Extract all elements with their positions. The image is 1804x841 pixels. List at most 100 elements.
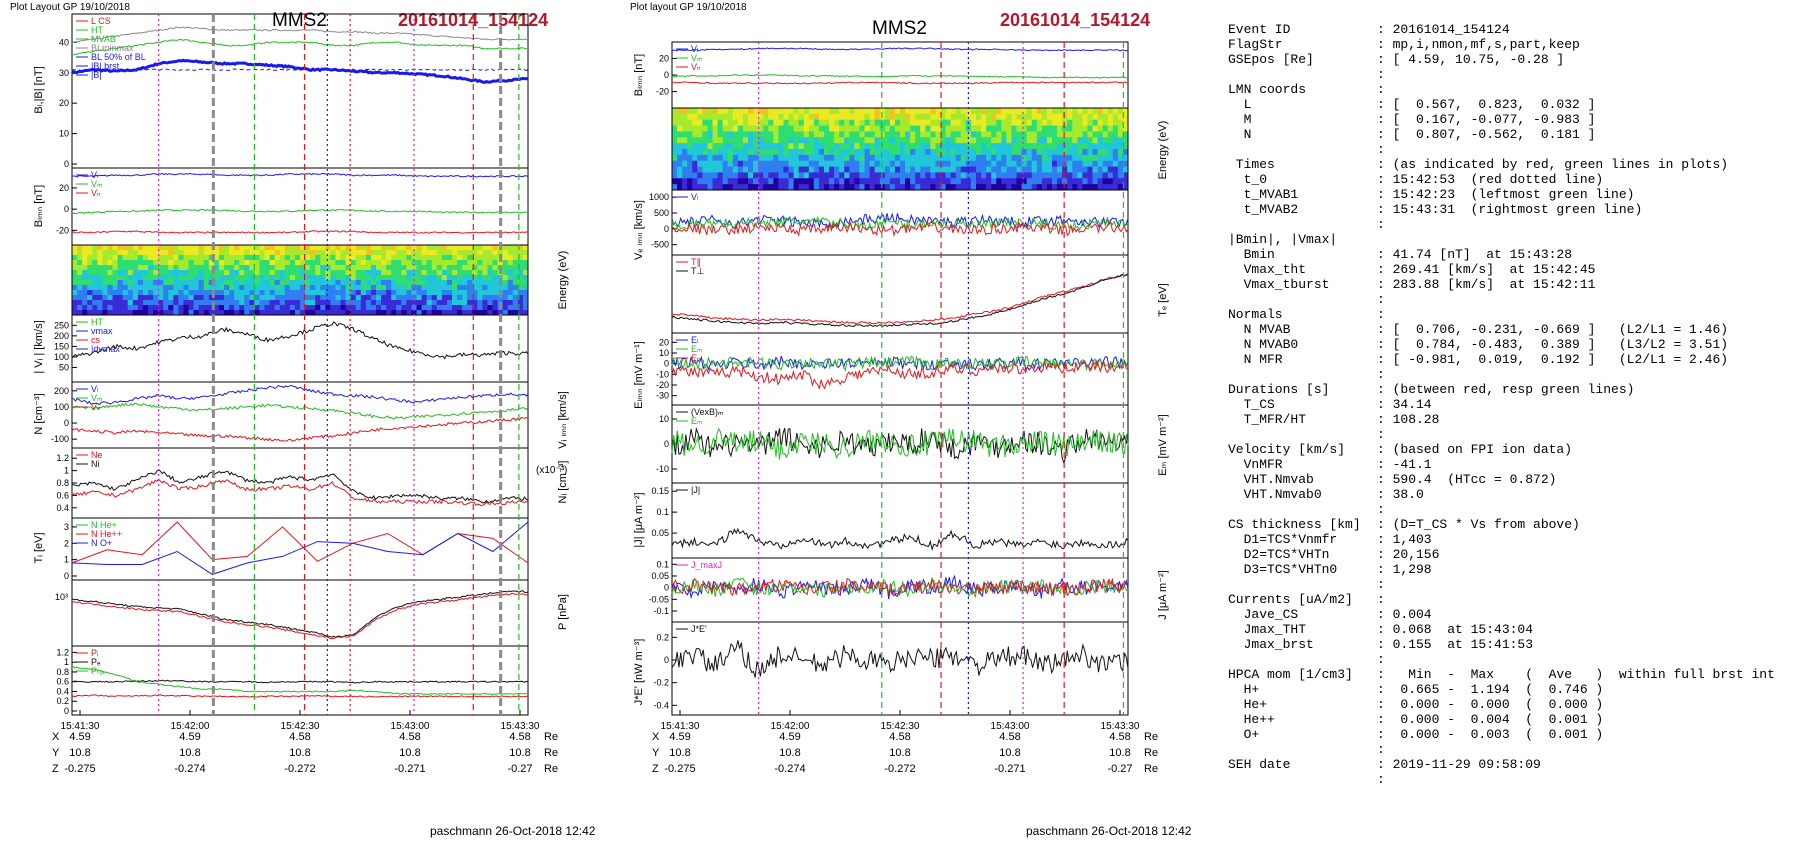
spectrogram-cell <box>849 137 855 144</box>
spectrogram-cell <box>1031 149 1038 156</box>
spectrogram-cell <box>1016 149 1023 156</box>
spectrogram-cell <box>1097 172 1104 179</box>
spectrogram-cell <box>970 131 977 138</box>
spectrogram-cell <box>682 119 688 127</box>
spectrogram-cell <box>737 172 744 179</box>
spectrogram-cell <box>864 178 871 185</box>
spectrogram-cell <box>894 149 901 156</box>
spectrogram-cell <box>737 125 744 132</box>
spectrogram-cell <box>97 295 103 301</box>
spectrogram-cell <box>350 280 357 286</box>
spectrogram-cell <box>457 270 463 276</box>
spectrogram-cell <box>492 245 499 251</box>
spectrogram-cell <box>1107 113 1114 121</box>
spectrogram-cell <box>996 125 1002 132</box>
spectrogram-cell <box>264 255 271 261</box>
spectrogram-cell <box>960 166 967 173</box>
spectrogram-cell <box>492 290 499 296</box>
spectrogram-cell <box>1016 184 1023 191</box>
spectrogram-cell <box>229 300 235 306</box>
spectrogram-cell <box>315 260 321 266</box>
spectrogram-cell <box>381 295 387 301</box>
spectrogram-cell <box>894 172 901 179</box>
spectrogram-cell <box>1097 125 1104 132</box>
spectrogram-cell <box>376 245 382 251</box>
spectrogram-cell <box>310 290 316 296</box>
spectrogram-cell <box>107 305 114 311</box>
spectrogram-cell <box>1026 119 1033 127</box>
spectrogram-cell <box>168 245 174 251</box>
spectrogram-cell <box>697 125 703 132</box>
spectrogram-cell <box>254 285 260 291</box>
spectrogram-cell <box>416 270 423 276</box>
info-line: D1=TCS*Vnmfr: 1,403 <box>1228 532 1775 547</box>
spectrogram-cell <box>502 300 509 306</box>
spectrogram-cell <box>330 270 336 276</box>
spectrogram-cell <box>849 178 855 185</box>
spectrogram-cell <box>289 255 296 261</box>
spectrogram-cell <box>1057 113 1063 121</box>
spectrogram-cell <box>350 265 357 271</box>
spectrogram-cell <box>188 310 195 316</box>
spectrogram-cell <box>697 143 703 150</box>
spectrogram-cell <box>702 119 708 127</box>
spectrogram-cell <box>1026 149 1033 156</box>
y-tick-label: 50 <box>59 362 69 372</box>
spectrogram-cell <box>112 250 119 256</box>
spectrogram-cell <box>137 265 144 271</box>
spectrogram-cell <box>758 113 764 121</box>
spectrogram-cell <box>381 290 387 296</box>
spectrogram-cell <box>82 265 88 271</box>
info-key: FlagStr <box>1228 37 1283 52</box>
spectrogram-cell <box>234 285 240 291</box>
spectrogram-cell <box>808 178 815 185</box>
spectrogram-cell <box>677 178 683 185</box>
spectrogram-cell <box>763 125 769 132</box>
spectrogram-cell <box>677 119 683 127</box>
y-tick-label: 0.8 <box>56 667 69 677</box>
spectrogram-cell <box>884 125 891 132</box>
spectrogram-cell <box>477 310 483 316</box>
spectrogram-cell <box>682 166 688 173</box>
spectrogram-cell <box>1001 108 1007 115</box>
spectrogram-cell <box>188 275 195 281</box>
spectrogram-cell <box>370 285 377 291</box>
spectrogram-cell <box>986 154 992 162</box>
info-key: Vmax_tburst <box>1228 277 1330 292</box>
info-line: Event ID: 20161014_154124 <box>1228 22 1775 37</box>
spectrogram-cell <box>722 119 729 127</box>
spectrogram-cell <box>244 265 250 271</box>
spectrogram-cell <box>203 275 210 281</box>
spectrogram-cell <box>305 260 311 266</box>
spectrogram-cell <box>813 137 820 144</box>
info-key: VnMFR <box>1228 457 1283 472</box>
spectrogram-cell <box>1117 172 1124 179</box>
spectrogram-cell <box>178 245 184 251</box>
spectrogram-cell <box>1062 172 1068 179</box>
spectrogram-cell <box>859 125 866 132</box>
spectrogram-cell <box>1112 166 1119 173</box>
spectrogram-cell <box>1112 184 1119 191</box>
x-tick-label: 15:43:30 <box>1101 721 1140 732</box>
spectrogram-cell <box>874 143 881 150</box>
middle-header: Plot layout GP 19/10/2018 <box>630 2 747 13</box>
spectrogram-cell <box>158 255 164 261</box>
spectrogram-cell <box>763 160 769 168</box>
spectrogram-cell <box>421 310 428 316</box>
spectrogram-cell <box>264 280 271 286</box>
spectrogram-cell <box>773 166 779 173</box>
spectrogram-cell <box>244 250 250 256</box>
spectrogram-cell <box>1041 108 1048 115</box>
spectrogram-cell <box>300 300 306 306</box>
spectrogram-cell <box>482 250 488 256</box>
spectrogram-cell <box>264 245 271 251</box>
spectrogram-cell <box>996 119 1002 127</box>
spectrogram-cell <box>452 275 458 281</box>
spectrogram-cell <box>229 260 235 266</box>
spectrogram-cell <box>320 250 326 256</box>
spectrogram-cell <box>87 290 93 296</box>
spectrogram-cell <box>239 270 245 276</box>
spectrogram-cell <box>1006 125 1012 132</box>
spectrogram-cell <box>279 270 286 276</box>
spectrogram-cell <box>945 149 952 156</box>
